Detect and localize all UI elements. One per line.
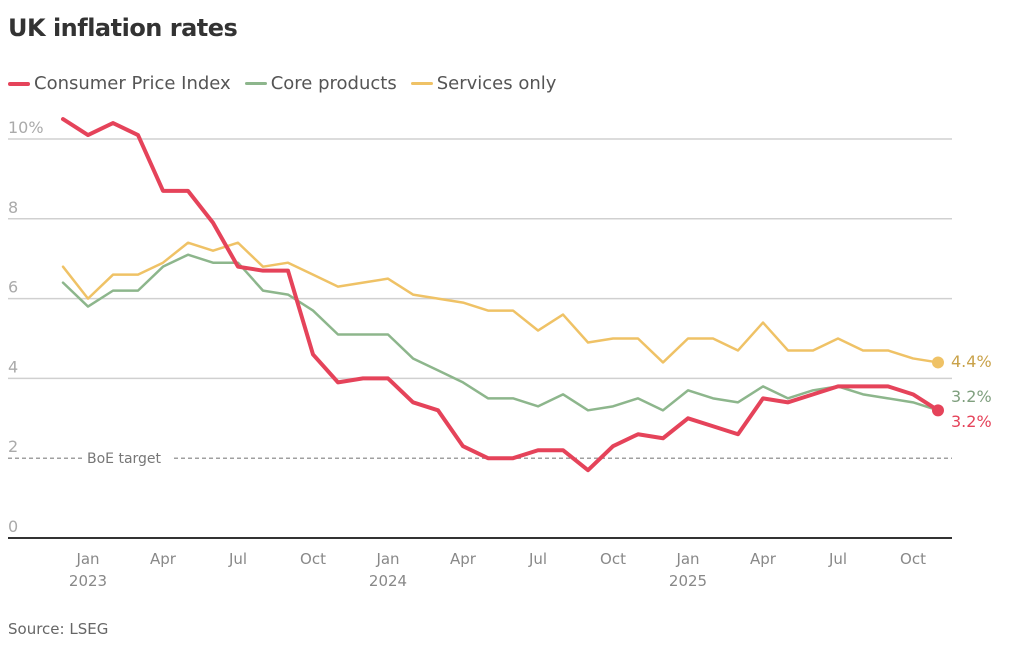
chart-legend: Consumer Price Index Core products Servi…: [8, 73, 570, 94]
x-tick-label: Apr: [450, 550, 477, 568]
end-label: 4.4%: [951, 352, 992, 371]
legend-swatch-services: [410, 82, 433, 85]
y-tick-label: 10%: [8, 118, 44, 137]
end-dot: [932, 404, 944, 417]
reference-line-label: BoE target: [87, 451, 162, 467]
y-tick-label: 8: [8, 198, 18, 217]
legend-label-services: Services only: [436, 73, 557, 94]
legend-item-core: Core products: [244, 73, 397, 94]
x-tick-year-label: 2025: [669, 572, 707, 590]
x-tick-year-label: 2024: [369, 572, 407, 590]
legend-swatch-cpi: [8, 81, 30, 86]
x-tick-label: Oct: [300, 550, 326, 568]
end-labels: 3.2% 3.2% 4.4%: [932, 352, 992, 431]
end-dot: [932, 356, 944, 369]
x-axis: Jan 2023 Apr Jul Oct Jan 2024 Apr Jul Oct Jan 2025 A…: [8, 537, 952, 590]
x-tick-label: Jul: [528, 550, 547, 568]
gridlines: [8, 138, 952, 380]
source-note: Source: LSEG: [8, 620, 109, 638]
x-tick-label: Oct: [600, 550, 626, 568]
end-label: 3.2%: [951, 387, 992, 406]
x-tick-label: Apr: [750, 550, 777, 568]
x-tick-label: Jan: [375, 550, 399, 568]
legend-item-services: Services only: [410, 73, 557, 94]
x-tick-year-label: 2023: [69, 572, 107, 590]
x-tick-label: Jul: [828, 550, 847, 568]
y-tick-label: 4: [8, 357, 18, 376]
y-axis-ticks: 0 2 4 6 8 10%: [8, 118, 44, 536]
y-tick-label: 6: [8, 278, 18, 297]
x-tick-label: Apr: [150, 550, 177, 568]
x-tick-label: Jul: [228, 550, 247, 568]
series-line-consumer-price-index: [61, 117, 940, 473]
legend-swatch-core: [244, 82, 267, 85]
series-line-services-only: [61, 241, 940, 364]
legend-label-cpi: Consumer Price Index: [34, 73, 231, 94]
boe-target-line: BoE target: [8, 451, 952, 467]
series-lines: [61, 117, 940, 473]
x-tick-label: Jan: [675, 550, 699, 568]
series-line-core-products: [61, 253, 940, 412]
x-tick-label: Oct: [900, 550, 926, 568]
x-tick-label: Jan: [75, 550, 99, 568]
chart-title: UK inflation rates: [8, 14, 238, 42]
y-tick-label: 0: [8, 517, 18, 536]
y-tick-label: 2: [8, 437, 18, 456]
legend-label-core: Core products: [270, 73, 397, 94]
legend-item-cpi: Consumer Price Index: [8, 73, 231, 94]
end-label: 3.2%: [951, 412, 992, 431]
